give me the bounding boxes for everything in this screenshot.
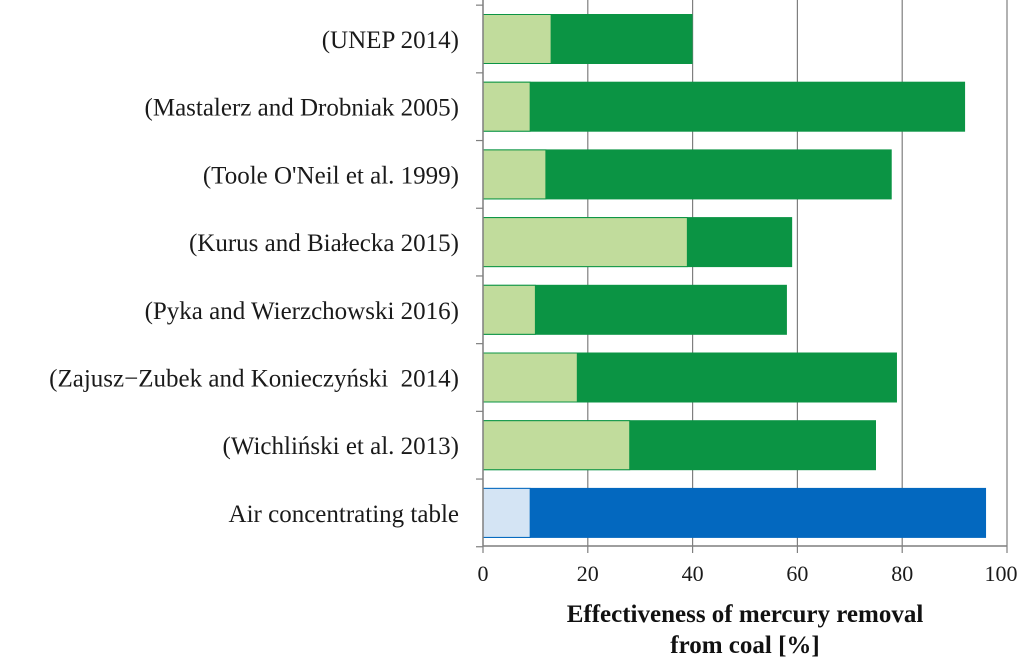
category-labels: (UNEP 2014) (Mastalerz and Drobniak 2005)… <box>49 27 459 528</box>
bar-low <box>482 14 552 64</box>
bar-high <box>483 81 966 132</box>
category-label: Air concentrating table <box>229 501 459 528</box>
bar-high <box>483 149 892 200</box>
x-axis-title-line-1: Effectiveness of mercury removal <box>567 601 924 628</box>
x-tick-label: 80 <box>891 561 913 586</box>
x-tick-label: 60 <box>786 561 808 586</box>
category-label: (Pyka and Wierzchowski 2016) <box>145 298 459 325</box>
x-tick-label: 20 <box>577 561 599 586</box>
category-label: (Kurus and Białecka 2015) <box>189 230 459 257</box>
bar-low <box>482 217 688 268</box>
category-label: (Zajusz−Zubek and Konieczyński 2014) <box>49 366 459 393</box>
bar-low <box>482 420 631 471</box>
bar-low <box>482 81 531 132</box>
axes <box>476 0 1008 553</box>
category-label: (Mastalerz and Drobniak 2005) <box>145 95 459 122</box>
bar-high <box>483 487 987 538</box>
bars <box>482 14 987 538</box>
category-label: (Wichliński et al. 2013) <box>223 433 459 460</box>
category-label: (UNEP 2014) <box>322 27 459 54</box>
x-tick-label: 40 <box>682 561 704 586</box>
tick-labels: 0 20 40 60 80 100 <box>478 561 1018 586</box>
category-label: (Toole O'Neil et al. 1999) <box>203 162 459 189</box>
bar-low <box>482 487 531 538</box>
x-axis-title-line-2: from coal [%] <box>670 632 820 659</box>
bar-low <box>482 149 547 200</box>
x-tick-label: 100 <box>985 561 1018 586</box>
bar-low <box>482 284 536 335</box>
x-tick-label: 0 <box>478 561 489 586</box>
bar-low <box>482 352 578 403</box>
